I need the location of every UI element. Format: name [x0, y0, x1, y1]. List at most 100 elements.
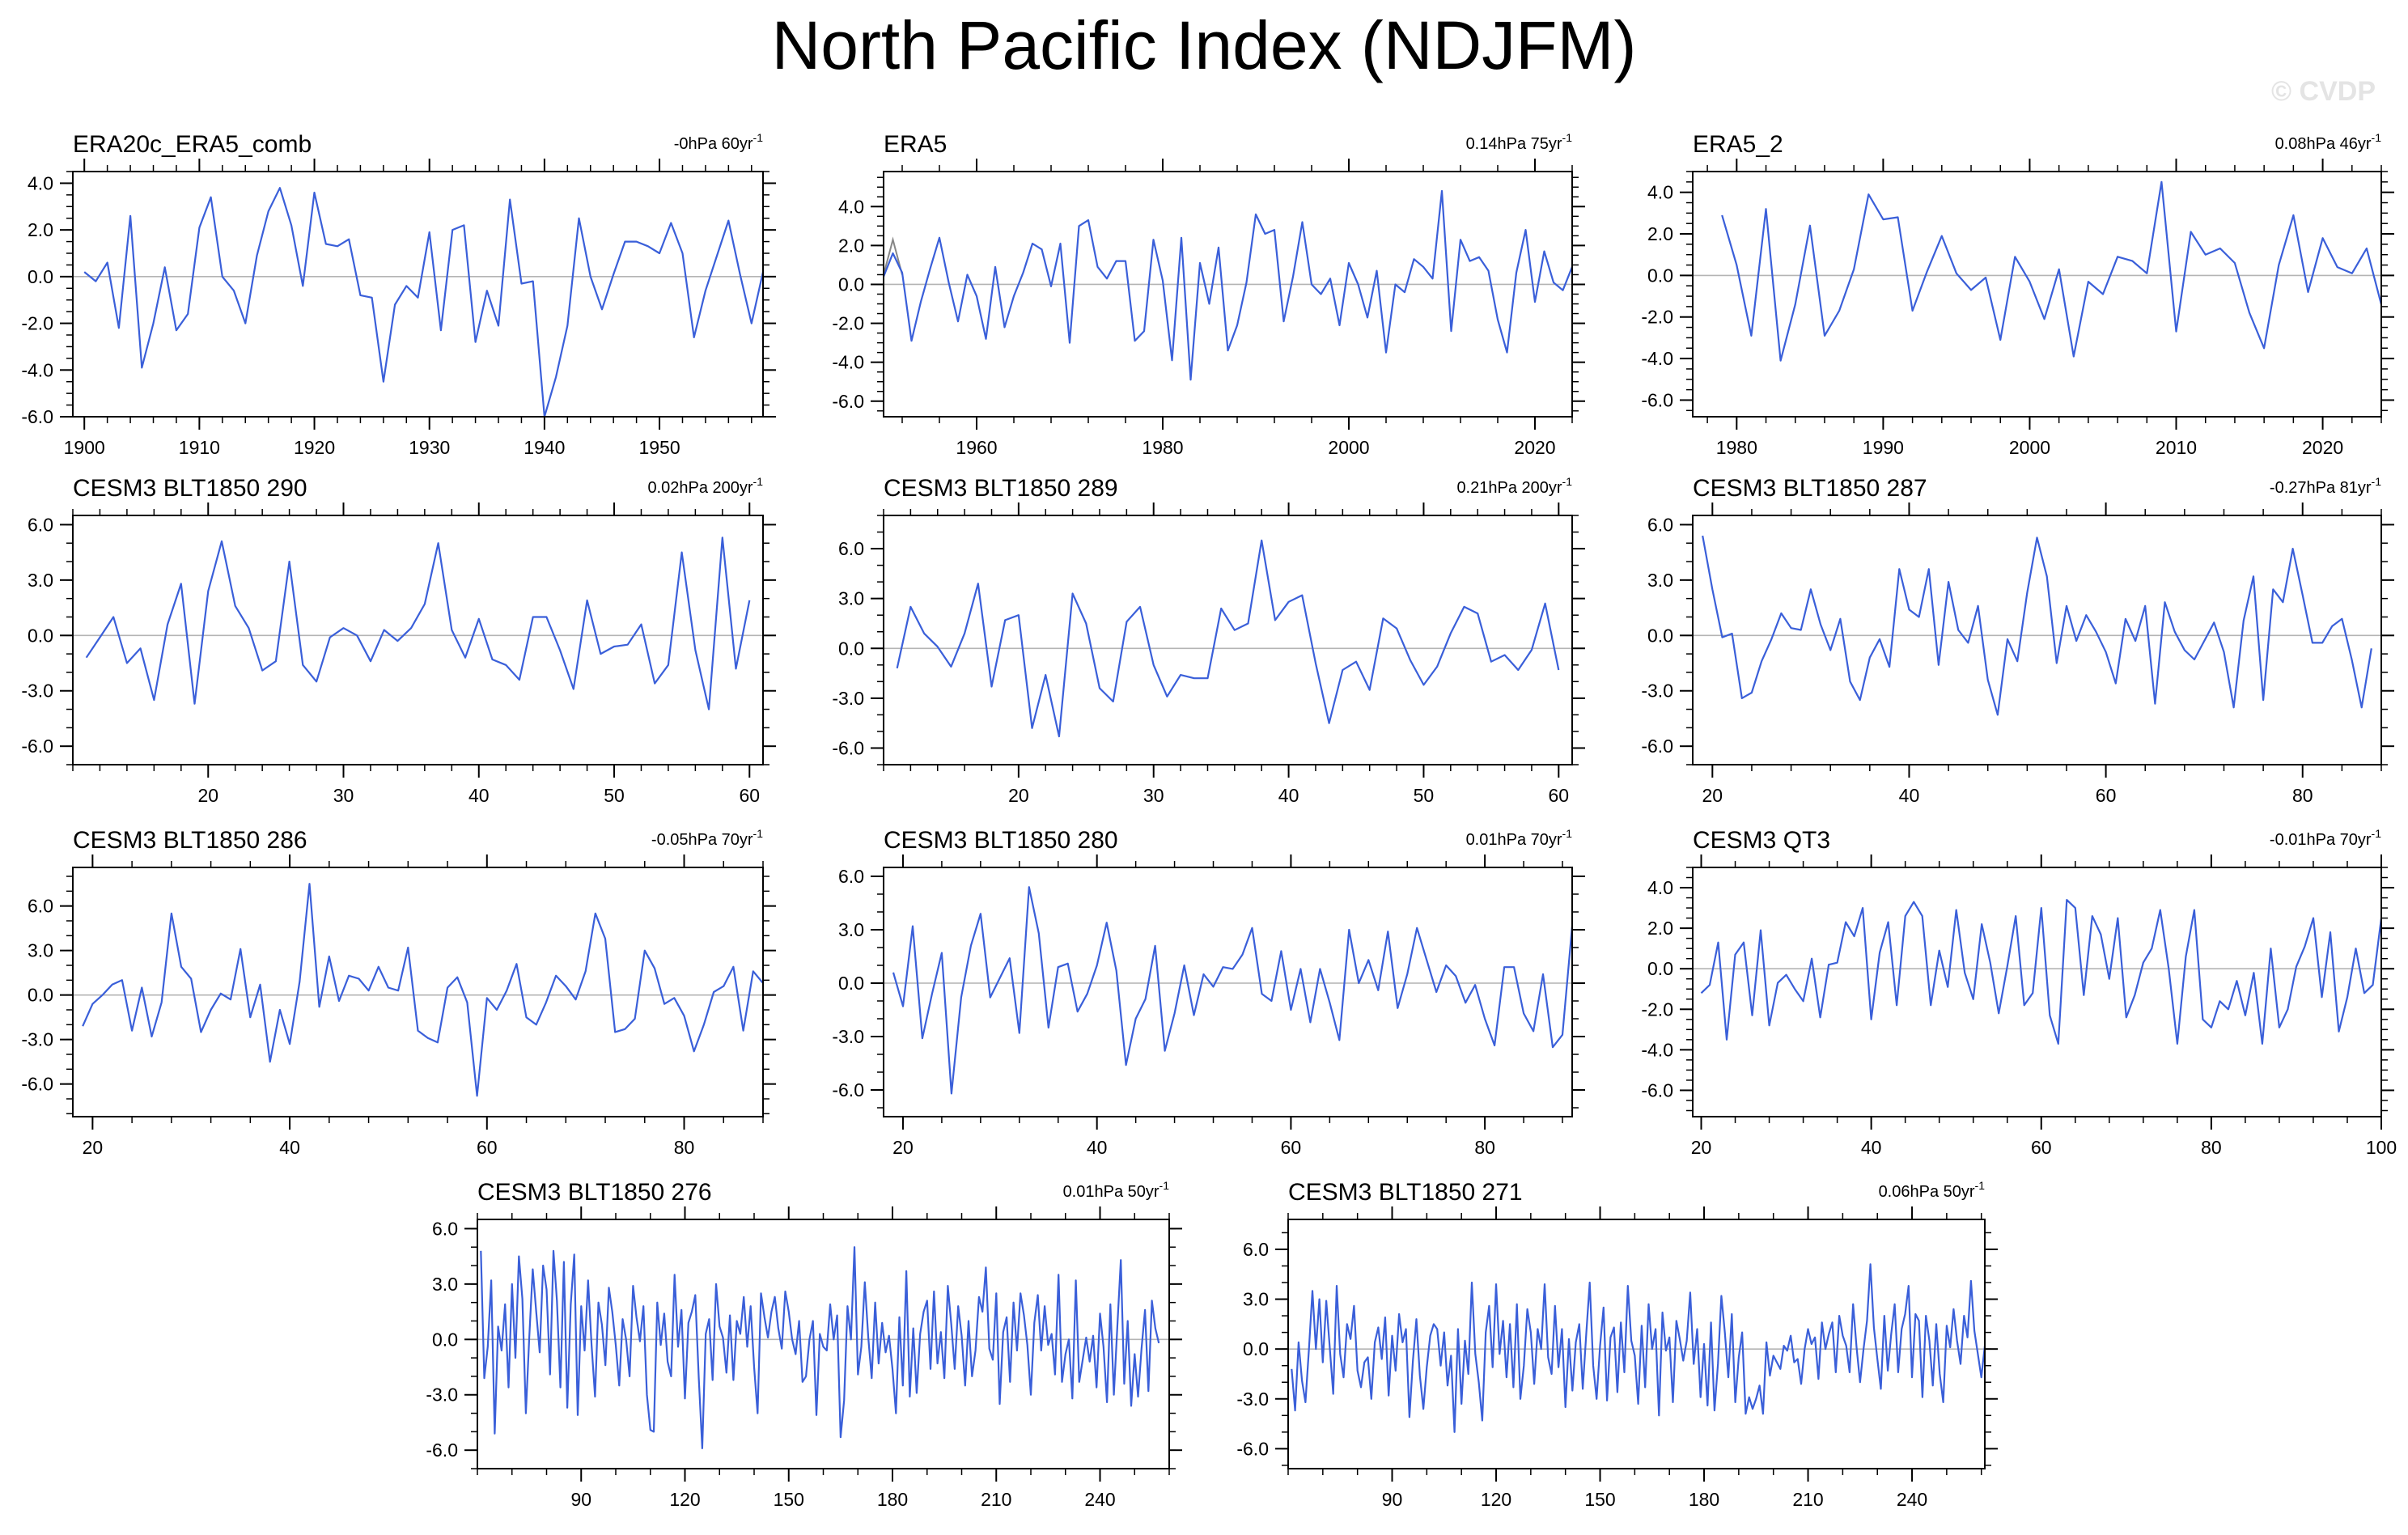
- y-tick-label: 0.0: [28, 985, 53, 1006]
- panel-stats: -0.27hPa 81yr-1: [2270, 475, 2381, 497]
- panel-stats: 0.08hPa 46yr-1: [2275, 131, 2382, 153]
- x-tick-label: 40: [468, 785, 490, 806]
- x-tick-label: 1910: [179, 437, 220, 458]
- x-tick-label: 60: [2031, 1137, 2052, 1158]
- y-tick-label: 0.0: [1647, 625, 1673, 646]
- y-tick-label: -6.0: [21, 736, 53, 757]
- panel-stats: 0.01hPa 70yr-1: [1466, 827, 1573, 849]
- y-tick-label: 6.0: [1647, 514, 1673, 535]
- x-tick-label: 1980: [1142, 437, 1183, 458]
- x-tick-label: 20: [197, 785, 218, 806]
- panel-stats: -0.01hPa 70yr-1: [2270, 827, 2381, 849]
- y-tick-label: -6.0: [1236, 1438, 1269, 1459]
- chart-panel: ERA5_2 0.08hPa 46yr-1 -6.0 -4.0 -2.0 0.0 2.0 4.…: [1641, 131, 2394, 458]
- y-tick-label: -4.0: [1641, 1039, 1673, 1060]
- x-tick-label: 30: [333, 785, 354, 806]
- chart-panel: CESM3 BLT1850 286 -0.05hPa 70yr-1 -6.0 -3.0…: [21, 827, 776, 1158]
- x-tick-label: 60: [2096, 785, 2117, 806]
- y-tick-label: 6.0: [28, 896, 53, 917]
- panel-stats: -0.05hPa 70yr-1: [651, 827, 763, 849]
- x-tick-label: 2020: [1514, 437, 1555, 458]
- y-tick-label: 4.0: [838, 196, 864, 217]
- y-tick-label: 3.0: [432, 1274, 458, 1295]
- y-tick-label: -3.0: [1641, 681, 1673, 702]
- y-tick-label: 3.0: [28, 940, 53, 961]
- panel-title: CESM3 BLT1850 289: [884, 475, 1118, 502]
- x-tick-label: 150: [774, 1489, 804, 1510]
- plot-frame: [1692, 515, 2382, 765]
- plot-frame: [1692, 171, 2382, 418]
- series-line: [1721, 180, 2383, 362]
- x-tick-label: 20: [892, 1137, 914, 1158]
- x-tick-label: 40: [1087, 1137, 1108, 1158]
- x-tick-label: 60: [1549, 785, 1570, 806]
- panel-stats: 0.21hPa 200yr-1: [1456, 475, 1572, 497]
- x-tick-label: 150: [1584, 1489, 1615, 1510]
- y-tick-label: -6.0: [1641, 389, 1673, 410]
- y-tick-label: 0.0: [838, 973, 864, 994]
- x-tick-label: 1920: [294, 437, 335, 458]
- x-tick-label: 120: [1481, 1489, 1511, 1510]
- plot-frame: [883, 515, 1573, 765]
- x-tick-label: 180: [1689, 1489, 1719, 1510]
- y-tick-label: -3.0: [21, 681, 53, 702]
- y-tick-label: 6.0: [28, 514, 53, 535]
- panel-stats: 0.01hPa 50yr-1: [1063, 1179, 1170, 1201]
- panel-stats: 0.06hPa 50yr-1: [1879, 1179, 1986, 1201]
- y-tick-label: -6.0: [832, 737, 864, 758]
- x-tick-label: 1950: [638, 437, 680, 458]
- y-tick-label: 0.0: [838, 274, 864, 295]
- plot-frame: [1287, 1219, 1986, 1469]
- series-line: [85, 536, 751, 710]
- x-tick-label: 100: [2366, 1137, 2397, 1158]
- y-tick-label: -4.0: [832, 352, 864, 373]
- y-tick-label: 4.0: [28, 172, 53, 193]
- y-tick-label: 3.0: [28, 570, 53, 591]
- series-line-gray: [883, 236, 903, 275]
- x-tick-label: 1900: [64, 437, 105, 458]
- y-tick-label: -6.0: [21, 406, 53, 427]
- y-tick-label: -3.0: [426, 1384, 458, 1406]
- y-tick-label: 3.0: [1243, 1289, 1269, 1310]
- x-tick-label: 20: [1702, 785, 1723, 806]
- plot-frame: [883, 867, 1573, 1117]
- y-tick-label: -6.0: [832, 1079, 864, 1100]
- y-tick-label: -6.0: [1641, 1079, 1673, 1100]
- panel-title: CESM3 BLT1850 276: [477, 1179, 712, 1206]
- series-line: [82, 883, 764, 1097]
- x-tick-label: 20: [1691, 1137, 1712, 1158]
- y-tick-label: -4.0: [21, 359, 53, 380]
- x-tick-label: 40: [279, 1137, 300, 1158]
- chart-panel: ERA20c_ERA5_comb -0hPa 60yr-1 -6.0 -4.0 -2.0…: [21, 131, 776, 458]
- y-tick-label: -6.0: [1641, 736, 1673, 757]
- y-tick-label: -3.0: [21, 1029, 53, 1050]
- series-line: [83, 187, 765, 418]
- chart-panel: CESM3 BLT1850 289 0.21hPa 200yr-1 -6.0 -3.0…: [832, 475, 1585, 806]
- panel-stats: 0.02hPa 200yr-1: [647, 475, 763, 497]
- x-tick-label: 80: [674, 1137, 695, 1158]
- plot-frame: [72, 171, 764, 418]
- panel-title: CESM3 BLT1850 290: [73, 475, 307, 502]
- series-line: [896, 539, 1560, 738]
- y-tick-label: 6.0: [1243, 1239, 1269, 1260]
- panel-title: CESM3 BLT1850 286: [73, 827, 307, 854]
- x-tick-label: 50: [1414, 785, 1435, 806]
- y-tick-label: 2.0: [1647, 918, 1673, 939]
- x-tick-label: 1940: [524, 437, 565, 458]
- y-tick-label: 3.0: [1647, 570, 1673, 591]
- y-tick-label: 6.0: [838, 538, 864, 559]
- x-tick-label: 20: [1008, 785, 1029, 806]
- panel-title: CESM3 BLT1850 280: [884, 827, 1118, 854]
- y-tick-label: 4.0: [1647, 182, 1673, 203]
- y-tick-label: -4.0: [1641, 348, 1673, 369]
- y-tick-label: 3.0: [838, 588, 864, 609]
- chart-panel: CESM3 QT3 -0.01hPa 70yr-1 -6.0 -4.0 -2.0 0.0 2…: [1641, 827, 2397, 1158]
- series-line: [892, 886, 1574, 1095]
- y-tick-label: 2.0: [1647, 223, 1673, 244]
- x-tick-label: 2020: [2302, 437, 2343, 458]
- x-tick-label: 60: [739, 785, 760, 806]
- series-line: [1700, 899, 2383, 1045]
- chart-panel: CESM3 BLT1850 271 0.06hPa 50yr-1 -6.0 -3.0 0…: [1236, 1179, 1998, 1510]
- y-tick-label: 6.0: [838, 866, 864, 887]
